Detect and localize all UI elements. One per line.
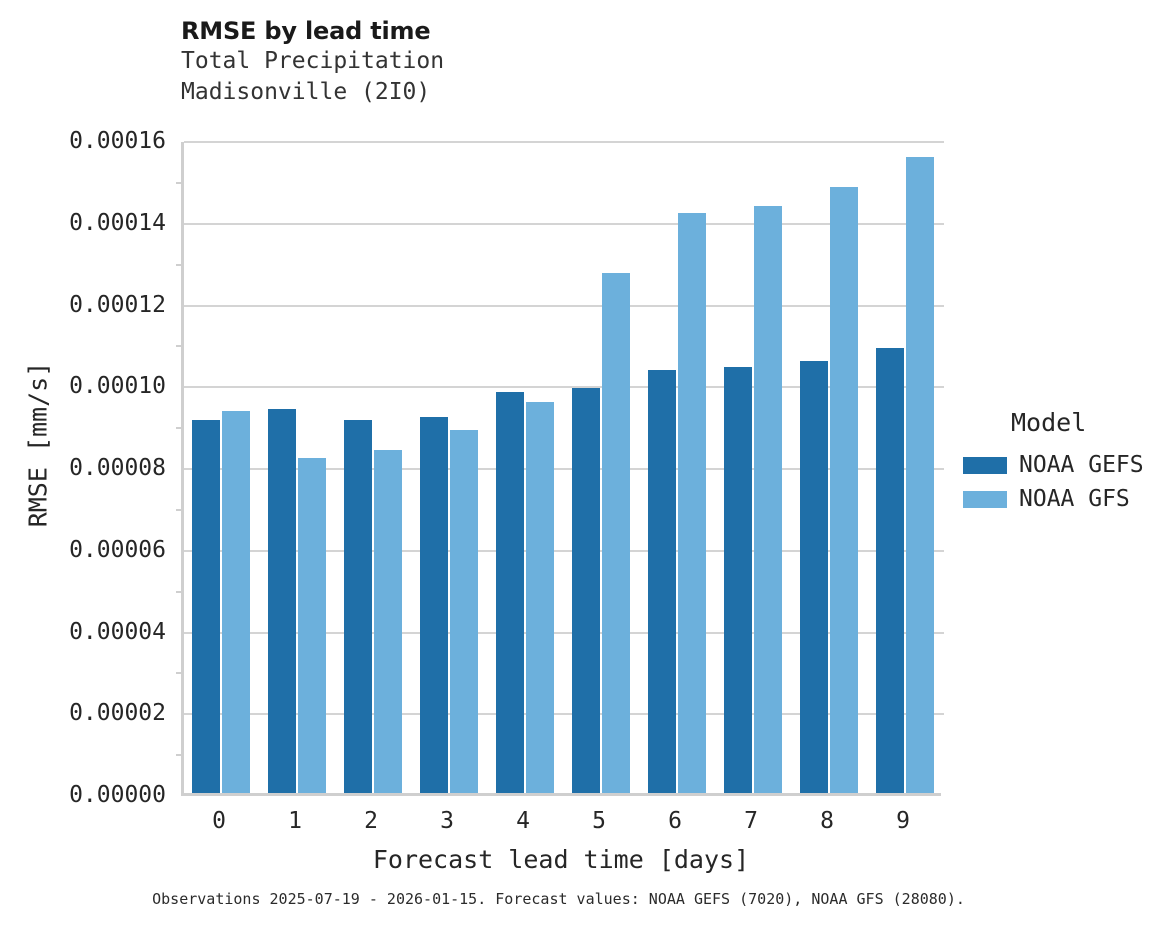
gridline	[184, 141, 944, 143]
x-axis-tick-label: 0	[212, 808, 226, 834]
bar-group	[267, 139, 329, 793]
bar-group	[799, 139, 861, 793]
gridline	[184, 222, 944, 225]
y-axis-minor-tick	[176, 263, 184, 266]
bar-noaa-gefs-day-4[interactable]	[495, 392, 524, 793]
legend-swatch-icon	[963, 456, 1007, 474]
bar-group	[419, 139, 481, 793]
x-axis-tick-label: 7	[744, 808, 758, 834]
x-axis-tick-labels: 0 1 2 3 4 5 6 7 8 9	[181, 808, 941, 838]
y-axis-minor-tick	[176, 754, 184, 757]
legend-title: Model	[1011, 408, 1087, 437]
bar-group	[571, 139, 633, 793]
title-block: RMSE by lead time Total Precipitation Ma…	[181, 16, 881, 108]
bar-noaa-gefs-day-5[interactable]	[571, 387, 600, 793]
bar-noaa-gfs-day-9[interactable]	[905, 157, 935, 793]
legend: Model NOAA GEFS NOAA GFS	[963, 408, 1175, 516]
y-axis-tick-labels: 0.00000 0.00002 0.00004 0.00006 0.00008 0.000…	[0, 0, 166, 928]
bar-noaa-gfs-day-6[interactable]	[677, 213, 707, 793]
plot-area	[176, 139, 944, 796]
gridline	[184, 468, 944, 470]
bar-noaa-gfs-day-0[interactable]	[221, 411, 251, 793]
y-axis-tick-label: 0.00002	[69, 700, 166, 727]
y-axis-tick-label: 0.00006	[69, 536, 166, 563]
chart-subtitle-variable: Total Precipitation	[181, 48, 445, 74]
legend-rows: NOAA GEFS NOAA GFS	[963, 448, 1175, 516]
x-axis-tick-label: 1	[288, 808, 302, 834]
bar-noaa-gfs-day-5[interactable]	[601, 272, 631, 793]
gridline	[184, 713, 944, 716]
legend-item-label: NOAA GFS	[1019, 485, 1130, 512]
x-axis-tick-label: 3	[440, 808, 454, 834]
y-axis-tick-label: 0.00008	[69, 455, 166, 481]
y-axis-tick-label: 0.00016	[69, 128, 166, 154]
x-axis-tick-label: 9	[896, 808, 910, 834]
bar-group	[647, 139, 709, 793]
bar-noaa-gefs-day-6[interactable]	[647, 369, 676, 793]
page-title: RMSE by lead time	[181, 17, 431, 45]
bar-group	[495, 139, 557, 793]
x-axis-tick-label: 4	[516, 808, 530, 834]
chart-footnote: Observations 2025-07-19 - 2026-01-15. Fo…	[152, 890, 965, 908]
bar-noaa-gfs-day-8[interactable]	[829, 186, 859, 793]
gridline	[184, 631, 944, 634]
legend-item-noaa-gefs[interactable]: NOAA GEFS	[963, 448, 1175, 482]
x-axis-title: Forecast lead time [days]	[372, 845, 750, 874]
x-axis-tick-label: 5	[592, 808, 606, 834]
bar-noaa-gefs-day-8[interactable]	[799, 360, 828, 793]
y-axis-minor-tick	[176, 508, 184, 511]
bar-noaa-gfs-day-1[interactable]	[297, 458, 327, 793]
y-axis-tick-label: 0.00000	[69, 782, 166, 808]
bar-noaa-gfs-day-7[interactable]	[753, 205, 783, 793]
y-axis-tick-label: 0.00010	[69, 373, 166, 400]
bar-noaa-gefs-day-7[interactable]	[723, 367, 752, 793]
y-axis-minor-tick	[176, 427, 184, 430]
legend-item-noaa-gfs[interactable]: NOAA GFS	[963, 482, 1175, 516]
bar-noaa-gfs-day-3[interactable]	[449, 430, 479, 793]
x-axis-tick-label: 6	[668, 808, 682, 834]
bar-noaa-gefs-day-9[interactable]	[875, 348, 904, 793]
gridline	[184, 304, 944, 307]
legend-swatch-icon	[963, 490, 1007, 508]
bar-noaa-gfs-day-4[interactable]	[525, 401, 555, 793]
y-axis-minor-tick	[176, 590, 184, 593]
bar-noaa-gefs-day-1[interactable]	[267, 408, 296, 793]
bar-group	[875, 139, 937, 793]
bar-group	[343, 139, 405, 793]
y-axis-tick-label: 0.00014	[69, 209, 166, 236]
y-axis-title: RMSE [mm/s]	[23, 361, 53, 528]
bar-noaa-gefs-day-0[interactable]	[191, 420, 220, 793]
bar-noaa-gfs-day-2[interactable]	[373, 450, 403, 793]
gridline	[184, 386, 944, 389]
bars-layer	[184, 139, 944, 793]
y-axis-tick-label: 0.00004	[69, 618, 166, 645]
legend-item-label: NOAA GEFS	[1019, 451, 1144, 478]
y-axis-tick-label: 0.00012	[69, 291, 166, 318]
y-axis-minor-tick	[176, 672, 184, 675]
bar-noaa-gefs-day-3[interactable]	[419, 416, 448, 793]
y-axis-minor-tick	[176, 345, 184, 348]
bar-group	[723, 139, 785, 793]
y-axis-minor-tick	[176, 181, 184, 184]
x-axis-tick-label: 8	[820, 808, 834, 834]
bar-noaa-gefs-day-2[interactable]	[343, 419, 372, 793]
bar-group	[191, 139, 253, 793]
gridline	[184, 549, 944, 552]
chart-subtitle-station: Madisonville (2I0)	[181, 79, 431, 105]
x-axis-tick-label: 2	[364, 808, 378, 834]
